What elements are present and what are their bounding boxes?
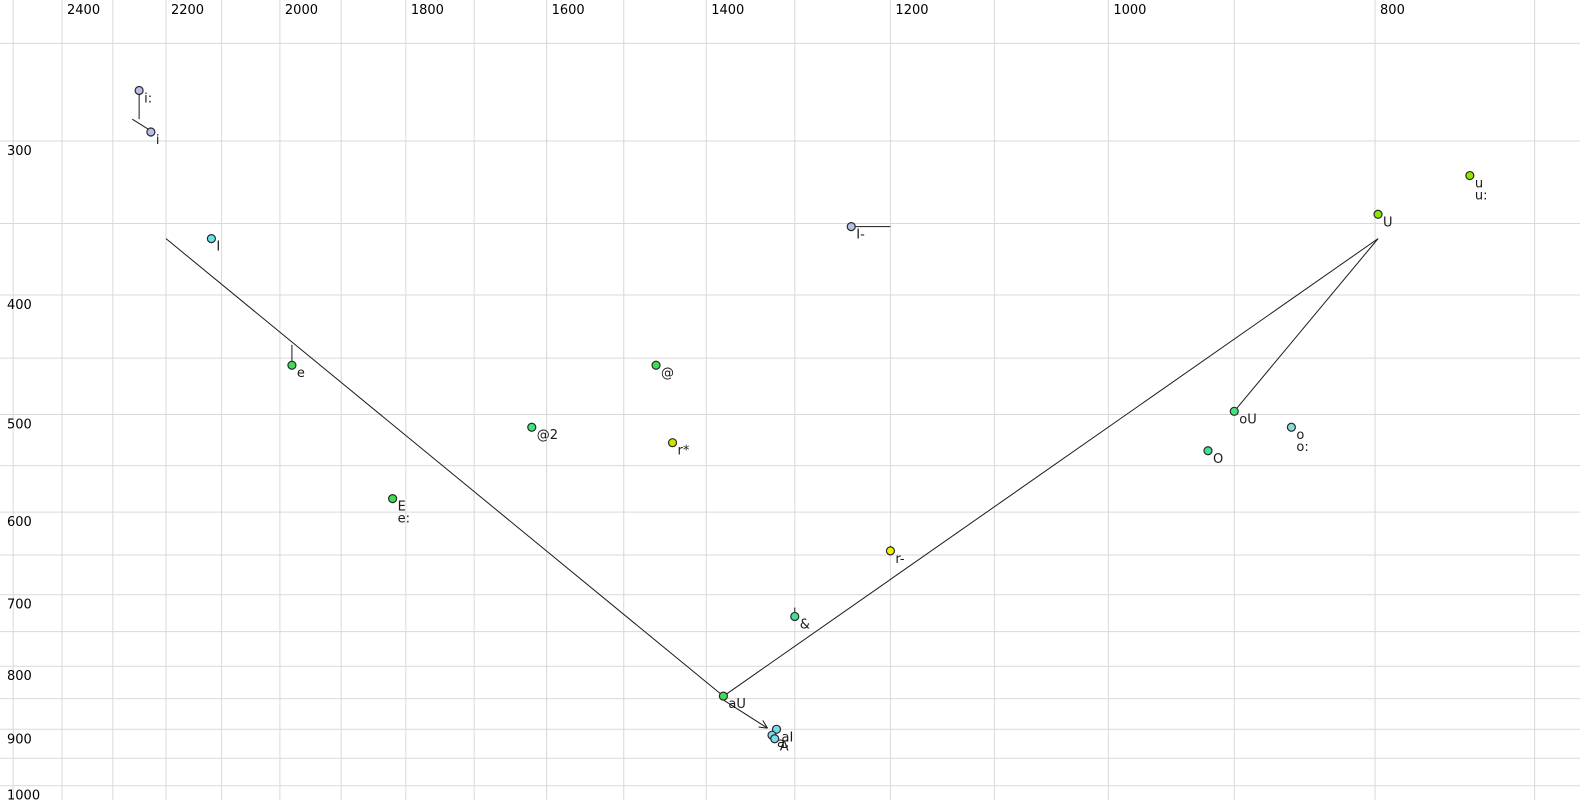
vowel-point-label: oU xyxy=(1239,412,1256,427)
y-axis-tick-label: 1000 xyxy=(7,789,40,800)
vowel-point[interactable] xyxy=(1373,209,1383,219)
x-axis-tick-label: 1400 xyxy=(711,3,744,18)
vowel-point[interactable] xyxy=(134,85,144,96)
diphthong-arrowhead xyxy=(762,720,768,729)
vowel-point[interactable] xyxy=(651,360,661,370)
diphthong-arrow xyxy=(723,700,768,729)
y-axis-tick-label: 800 xyxy=(7,669,32,684)
vowel-point[interactable] xyxy=(718,691,728,701)
vowel-point[interactable] xyxy=(790,611,800,622)
vowel-point-label: e xyxy=(297,366,305,381)
vowel-point-label: E xyxy=(398,500,406,515)
vowel-point-label: & xyxy=(800,617,810,632)
x-axis-tick-label: 800 xyxy=(1380,3,1405,18)
vowel-point[interactable] xyxy=(287,360,297,370)
vowel-point-secondary-label: o: xyxy=(1296,440,1308,455)
vowel-point-label: r- xyxy=(895,552,905,567)
vowel-point-label: aU xyxy=(728,697,745,712)
vowel-point[interactable] xyxy=(146,127,156,137)
vowel-point[interactable] xyxy=(667,438,678,448)
x-axis-tick-label: 1000 xyxy=(1113,3,1146,18)
vowel-point-secondary-label: e: xyxy=(398,512,410,527)
vowel-point[interactable] xyxy=(1229,406,1239,416)
vowel-point-label: a: xyxy=(777,736,789,751)
vowel-point-label: O xyxy=(1213,452,1223,467)
vowel-point-secondary-label: u: xyxy=(1475,189,1488,204)
vowel-point[interactable] xyxy=(1203,446,1213,456)
y-axis-tick-label: 500 xyxy=(7,418,32,433)
y-axis-tick-label: 600 xyxy=(7,515,32,530)
vowel-point[interactable] xyxy=(846,221,856,232)
vowel-point[interactable] xyxy=(1465,170,1475,181)
x-axis-tick-label: 2200 xyxy=(171,3,204,18)
diphthong-arrowhead xyxy=(758,726,768,729)
x-axis-tick-label: 2000 xyxy=(285,3,318,18)
vowel-point-label: @ xyxy=(661,366,674,381)
y-axis-tick-label: 300 xyxy=(7,144,32,159)
x-axis-tick-label: 2400 xyxy=(67,3,100,18)
vowel-point-label: u xyxy=(1475,177,1483,192)
vowel-point-label: I- xyxy=(856,228,865,243)
vowel-point-label: i xyxy=(156,133,160,148)
vowel-point-label: i: xyxy=(144,91,152,106)
y-axis-tick-label: 700 xyxy=(7,598,32,613)
y-axis-tick-label: 400 xyxy=(7,298,32,313)
vowel-point[interactable] xyxy=(527,422,537,432)
vowel-point-label: I xyxy=(216,240,220,255)
vowel-point[interactable] xyxy=(206,234,216,244)
vowel-point[interactable] xyxy=(885,546,896,556)
vowel-point-label: o xyxy=(1296,428,1304,443)
vowel-envelope-line xyxy=(1233,238,1379,412)
x-axis-tick-label: 1200 xyxy=(895,3,928,18)
vowel-point[interactable] xyxy=(1286,422,1296,432)
vowel-point[interactable] xyxy=(770,734,780,744)
vowel-point-label: r* xyxy=(678,444,690,459)
y-axis-tick-label: 900 xyxy=(7,732,32,747)
vowel-point-label: aI xyxy=(782,730,794,745)
vowel-point[interactable] xyxy=(388,494,398,504)
vowel-point[interactable] xyxy=(771,724,782,734)
vowel-point-label: U xyxy=(1383,215,1393,230)
vowel-envelope-line xyxy=(165,238,724,697)
vowel-envelope-line xyxy=(723,238,1379,697)
vowel-point-label: A xyxy=(780,740,789,755)
glide-vector xyxy=(131,118,151,131)
x-axis-tick-label: 1800 xyxy=(411,3,444,18)
x-axis-tick-label: 1600 xyxy=(552,3,585,18)
vowel-point-label: @2 xyxy=(537,428,558,443)
